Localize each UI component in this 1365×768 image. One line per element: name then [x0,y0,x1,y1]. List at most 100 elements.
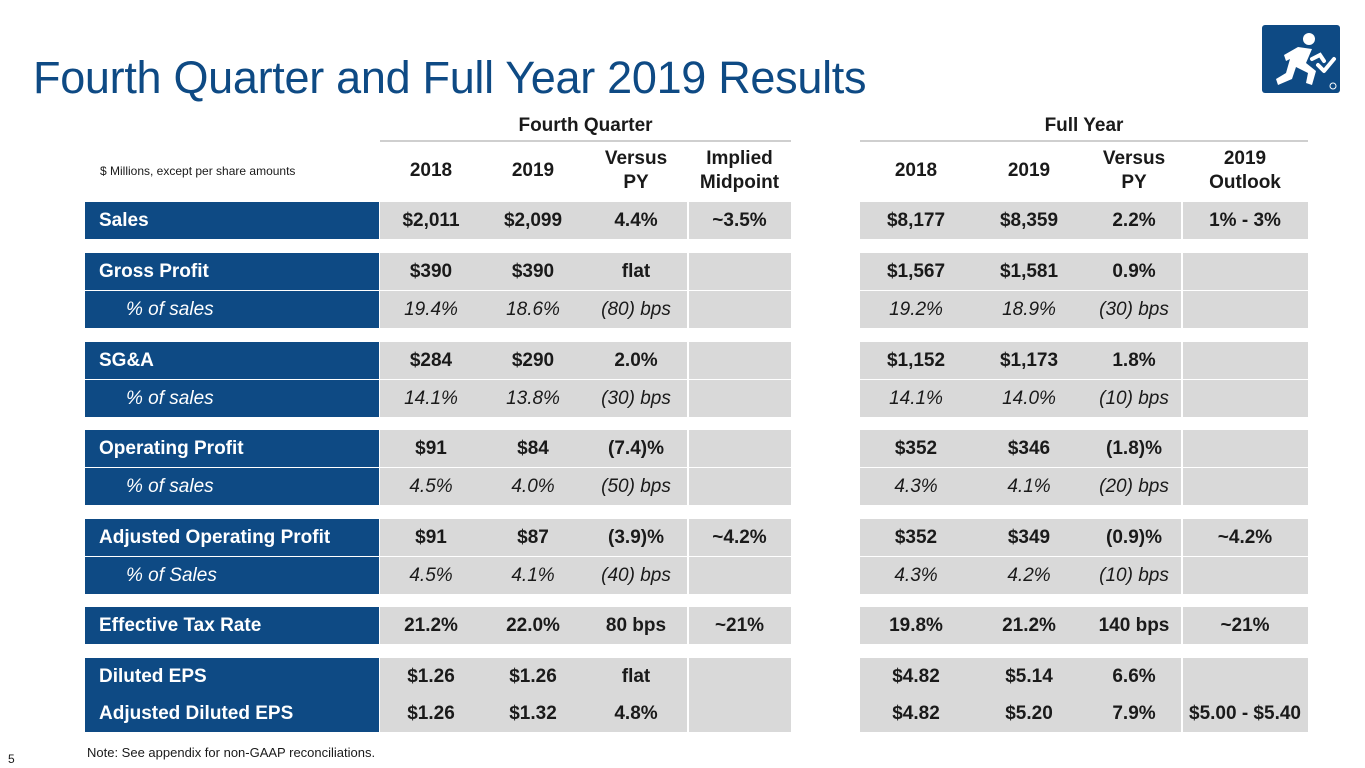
cell-fy-2018: 4.3% [894,476,938,497]
cell-q4-2018: $1.26 [407,666,455,687]
table-row: Adjusted Operating Profit $91 $87 (3.9)% ~4.… [85,519,1308,556]
cell-fy-2019: $5.14 [1005,666,1053,687]
table-row: % of sales 19.4% 18.6% (80) bps 19.2% 18.9% (3… [85,291,1308,328]
cell-q4-2019: 4.0% [511,476,555,497]
cell-q4-2018: $91 [415,438,447,459]
cell-q4-implied [688,380,791,417]
header-q4-2018: 2018 [409,160,453,181]
column-divider [687,430,689,467]
q4-band [380,380,791,417]
column-divider [1181,557,1183,594]
row-label: % of sales [85,291,379,328]
cell-q4-vs: 2.0% [614,350,658,371]
fy-band [860,430,1308,467]
column-divider [687,695,689,732]
fy-band [860,695,1308,732]
cell-fy-vs: (10) bps [1099,565,1169,586]
cell-fy-outlook [1182,291,1308,328]
column-divider [687,607,689,644]
cell-q4-2018: 14.1% [404,388,458,409]
column-divider [1181,291,1183,328]
cell-fy-2018: $4.82 [892,666,940,687]
row-label: % of sales [85,380,379,417]
cell-q4-implied [688,430,791,467]
company-logo [1262,25,1340,93]
cell-fy-2019: $1,173 [999,350,1059,371]
cell-fy-2018: $352 [894,438,938,459]
cell-fy-2019: $346 [1007,438,1051,459]
cell-fy-vs: 7.9% [1112,703,1156,724]
table-row: % of sales 4.5% 4.0% (50) bps 4.3% 4.1% (20) b… [85,468,1308,505]
cell-fy-outlook: 1% - 3% [1209,210,1281,231]
table-row: Gross Profit $390 $390 flat $1,567 $1,581 0.9% [85,253,1308,290]
column-divider [687,342,689,379]
column-divider [687,468,689,505]
cell-fy-2019: 14.0% [1002,388,1056,409]
cell-q4-vs: flat [621,261,651,282]
column-divider [687,253,689,290]
row-label: Operating Profit [85,430,379,467]
cell-q4-2018: $1.26 [407,703,455,724]
row-label: Adjusted Operating Profit [85,519,379,556]
cell-fy-2019: 4.1% [1007,476,1051,497]
row-label: Effective Tax Rate [85,607,379,644]
fy-band [860,380,1308,417]
column-divider [1181,430,1183,467]
cell-q4-vs: 4.8% [614,703,658,724]
column-divider [1181,695,1183,732]
row-label: Sales [85,202,379,239]
cell-q4-implied [688,342,791,379]
fy-band [860,202,1308,239]
footer-note: Note: See appendix for non-GAAP reconcil… [87,745,376,760]
header-fy-outlook: 2019 Outlook [1182,146,1308,196]
column-divider [1181,202,1183,239]
table-row: Operating Profit $91 $84 (7.4)% $352 $346 (1.8… [85,430,1308,467]
column-divider [1181,342,1183,379]
table-row: Effective Tax Rate 21.2% 22.0% 80 bps ~21% 19… [85,607,1308,644]
fy-band [860,342,1308,379]
cell-q4-vs: 4.4% [614,210,658,231]
cell-q4-2018: 21.2% [404,615,458,636]
header-fy-outlook-text: 2019 Outlook [1209,148,1281,193]
cell-q4-vs: flat [621,666,651,687]
column-divider [1181,253,1183,290]
cell-fy-outlook [1182,430,1308,467]
cell-q4-implied [688,695,791,732]
cell-q4-2018: $91 [415,527,447,548]
cell-fy-outlook: ~21% [1220,615,1270,636]
cell-fy-2019: 21.2% [1002,615,1056,636]
cell-fy-2019: $8,359 [999,210,1059,231]
cell-fy-vs: (20) bps [1099,476,1169,497]
fy-band [860,468,1308,505]
cell-fy-vs: 1.8% [1112,350,1156,371]
column-divider [1181,468,1183,505]
cell-fy-outlook [1182,468,1308,505]
cell-fy-outlook [1182,342,1308,379]
q4-band [380,253,791,290]
cell-fy-outlook [1182,380,1308,417]
column-divider [1181,380,1183,417]
header-q4-implied-text: Implied Midpoint [699,148,780,193]
column-divider [687,519,689,556]
q4-band [380,202,791,239]
cell-q4-implied [688,658,791,695]
column-divider [1181,658,1183,695]
cell-fy-vs: (10) bps [1099,388,1169,409]
cell-q4-implied [688,253,791,290]
q4-band [380,557,791,594]
cell-fy-2019: $349 [1007,527,1051,548]
running-figure-icon [1276,33,1337,90]
header-q4-versus-py: Versus PY [584,146,688,196]
cell-fy-vs: (30) bps [1099,299,1169,320]
cell-fy-vs: 140 bps [1098,615,1170,636]
cell-fy-2019: 18.9% [1002,299,1056,320]
cell-q4-2019: 4.1% [511,565,555,586]
header-q4-versus-py-text: Versus PY [604,148,668,193]
column-divider [687,557,689,594]
column-divider [687,658,689,695]
cell-fy-2018: $8,177 [886,210,946,231]
cell-fy-outlook: $5.00 - $5.40 [1189,703,1301,724]
cell-fy-2018: 19.8% [889,615,943,636]
cell-q4-vs: (80) bps [601,299,671,320]
q4-band [380,658,791,695]
